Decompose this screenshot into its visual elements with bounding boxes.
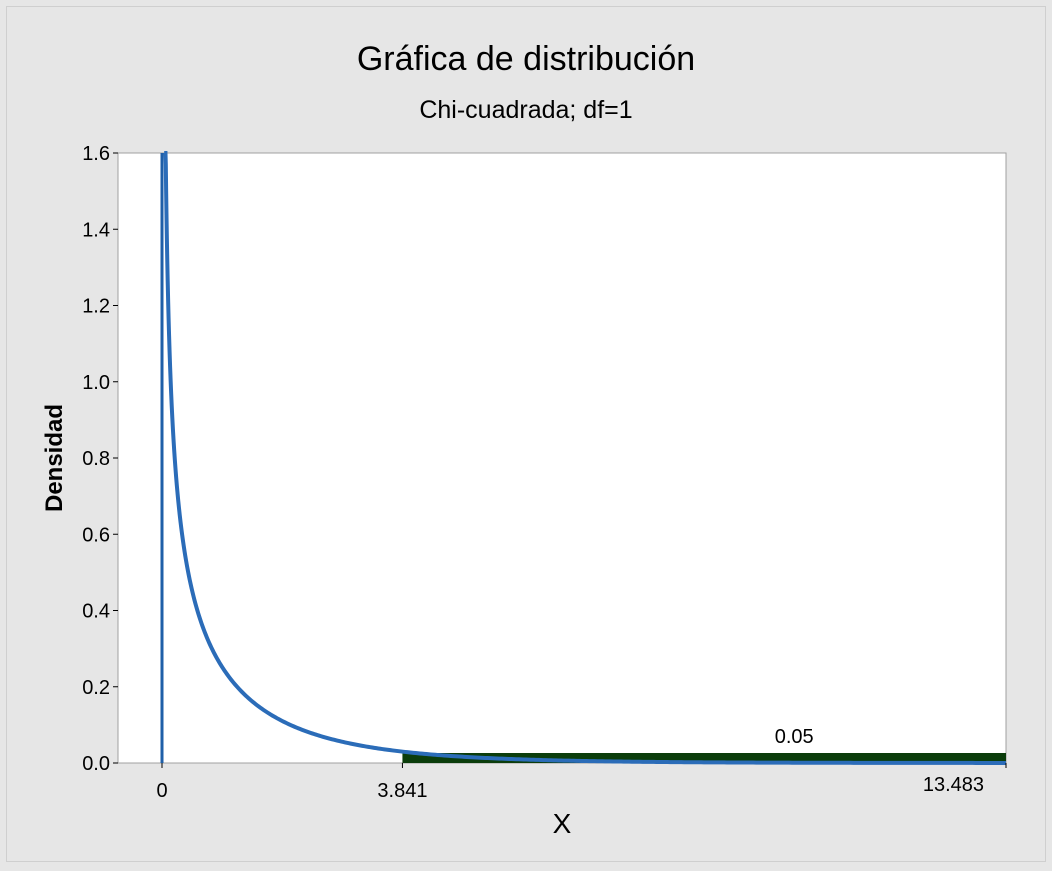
y-tick-label: 0.4 <box>82 601 110 623</box>
density-curve <box>163 151 1006 765</box>
plot-area <box>117 152 1007 764</box>
probability-label: 0.05 <box>775 726 814 748</box>
x-tick-label: 3.841 <box>377 780 427 802</box>
y-tick-label: 0.6 <box>82 524 110 546</box>
y-tick-label: 1.0 <box>82 372 110 394</box>
y-tick-label: 1.4 <box>82 219 110 241</box>
y-tick-label: 0.8 <box>82 448 110 470</box>
y-tick-label: 1.6 <box>82 143 110 165</box>
chart-title: Gráfica de distribución <box>356 40 696 78</box>
y-tick-label: 0.2 <box>82 677 110 699</box>
y-tick-label: 0.0 <box>82 753 110 775</box>
y-tick-label: 1.2 <box>82 296 110 318</box>
chart-subtitle: Chi-cuadrada; df=1 <box>419 96 633 124</box>
x-tick-label: 0 <box>156 780 167 802</box>
x-axis-title: X <box>553 808 572 839</box>
x-tick-label: 13.483 <box>923 774 984 796</box>
y-axis-title: Densidad <box>41 404 68 512</box>
